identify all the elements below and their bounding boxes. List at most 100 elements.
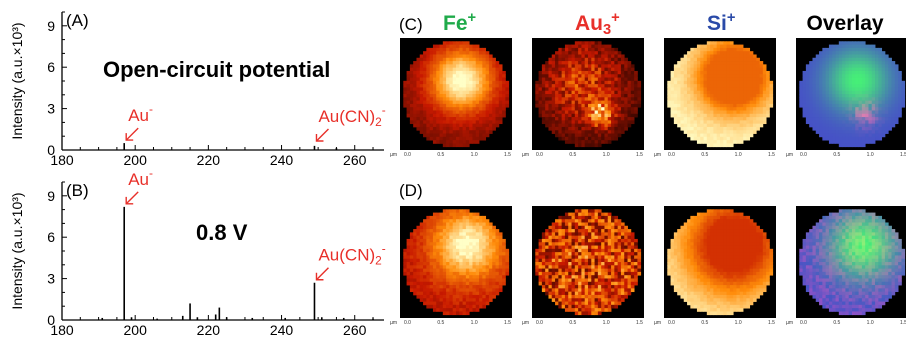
map-pixel xyxy=(432,242,437,246)
map-pixel xyxy=(555,97,559,101)
map-pixel xyxy=(822,103,827,108)
map-pixel xyxy=(597,57,602,62)
map-pixel xyxy=(855,120,859,125)
map-pixel xyxy=(845,143,850,148)
map-pixel xyxy=(716,130,721,134)
map-pixel xyxy=(555,103,559,108)
map-pixel xyxy=(584,130,589,134)
map-pixel xyxy=(535,268,539,273)
map-pixel xyxy=(429,238,434,243)
map-pixel xyxy=(588,209,592,213)
map-pixel xyxy=(865,61,869,65)
map-pixel xyxy=(545,281,549,286)
map-pixel xyxy=(611,84,615,88)
map-pixel xyxy=(446,57,450,62)
map-pixel xyxy=(465,268,470,273)
map-pixel xyxy=(716,136,721,141)
map-pixel xyxy=(551,113,556,118)
map-pixel xyxy=(855,133,859,138)
map-pixel xyxy=(723,120,727,125)
map-pixel xyxy=(564,235,569,240)
map-pixel xyxy=(436,123,440,128)
map-pixel xyxy=(706,44,711,49)
map-pixel xyxy=(746,107,751,111)
map-pixel xyxy=(594,140,599,144)
map-pixel xyxy=(838,80,843,85)
map-pixel xyxy=(558,51,563,55)
map-pixel xyxy=(419,265,424,269)
map-pixel xyxy=(835,54,840,59)
map-pixel xyxy=(693,94,698,98)
map-axis-unit: µm xyxy=(786,152,793,158)
map-pixel xyxy=(588,113,592,118)
map-pixel xyxy=(571,117,576,121)
map-pixel xyxy=(594,311,599,316)
map-pixel xyxy=(845,41,850,45)
map-pixel xyxy=(561,229,566,233)
map-pixel xyxy=(838,87,843,92)
map-pixel xyxy=(432,271,437,276)
map-pixel xyxy=(541,285,546,289)
map-pixel xyxy=(696,117,701,121)
map-pixel xyxy=(624,245,628,250)
map-pixel xyxy=(419,54,424,59)
map-pixel xyxy=(423,294,427,299)
map-pixel xyxy=(703,57,708,62)
map-pixel xyxy=(446,258,450,263)
map-pixel xyxy=(505,90,510,95)
map-pixel xyxy=(423,100,427,105)
map-pixel xyxy=(561,232,566,237)
map-pixel xyxy=(706,130,711,134)
map-pixel xyxy=(868,126,873,131)
map-pixel xyxy=(620,248,625,253)
map-pixel xyxy=(495,265,500,269)
map-pixel xyxy=(865,107,869,111)
map-pixel xyxy=(482,245,487,250)
map-pixel xyxy=(597,143,602,148)
map-pixel xyxy=(498,268,503,273)
map-pixel xyxy=(439,255,444,260)
map-pixel xyxy=(462,215,467,220)
map-pixel xyxy=(439,47,444,52)
map-pixel xyxy=(677,107,681,111)
map-pixel xyxy=(568,107,572,111)
map-pixel xyxy=(815,64,820,69)
map-pixel xyxy=(465,229,470,233)
map-pixel xyxy=(439,54,444,59)
map-pixel xyxy=(881,107,886,111)
map-pixel xyxy=(891,103,896,108)
map-pixel xyxy=(449,311,454,316)
map-pixel xyxy=(756,77,760,82)
map-pixel xyxy=(739,130,744,134)
map-pixel xyxy=(690,120,695,125)
map-pixel xyxy=(871,100,876,105)
map-pixel xyxy=(828,84,833,88)
map-pixel xyxy=(894,90,899,95)
map-pixel xyxy=(597,41,602,45)
map-pixel xyxy=(713,140,718,144)
map-pixel xyxy=(875,67,879,72)
map-pixel xyxy=(419,252,424,256)
map-pixel xyxy=(891,100,896,105)
map-pixel xyxy=(614,120,619,125)
map-pixel xyxy=(687,94,691,98)
map-pixel xyxy=(538,262,543,266)
map-pixel xyxy=(673,117,678,121)
map-pixel xyxy=(819,126,823,131)
map-pixel xyxy=(459,245,463,250)
map-pixel xyxy=(584,304,589,309)
map-pixel xyxy=(607,130,612,134)
map-pixel xyxy=(611,136,615,141)
map-pixel xyxy=(502,252,506,256)
map-pixel xyxy=(855,90,859,95)
map-pixel xyxy=(459,84,463,88)
map-pixel xyxy=(687,61,691,65)
map-pixel xyxy=(423,232,427,237)
map-pixel xyxy=(627,265,632,269)
map-pixel xyxy=(568,120,572,125)
map-pixel xyxy=(871,107,876,111)
map-pixel xyxy=(442,113,447,118)
map-pixel xyxy=(456,212,460,217)
map-pixel xyxy=(848,57,853,62)
map-pixel xyxy=(502,110,506,115)
